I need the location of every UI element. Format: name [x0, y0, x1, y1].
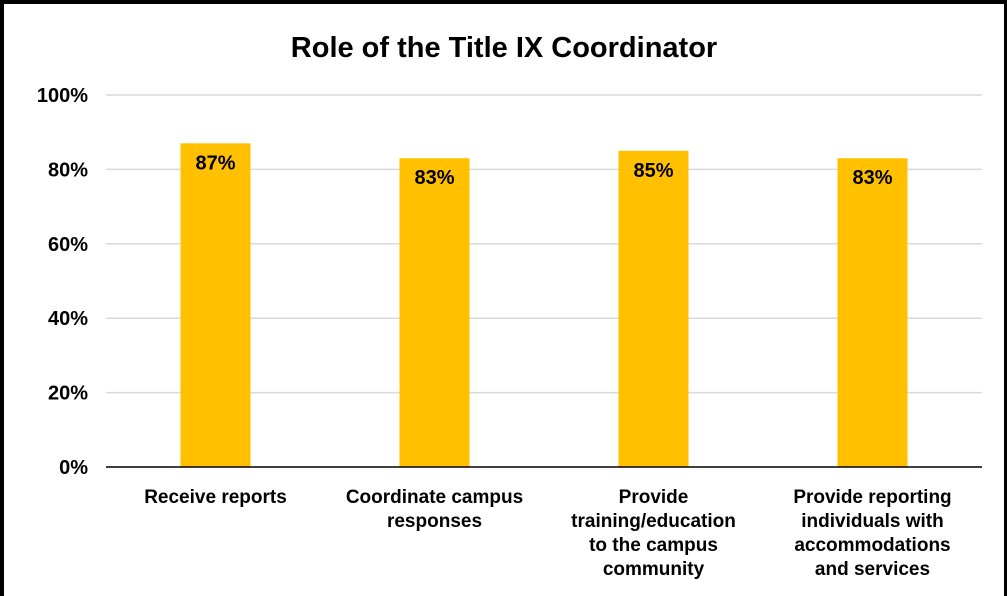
y-tick-label: 80% [48, 159, 88, 181]
x-category-label: Provide reporting [793, 487, 951, 508]
x-category-label: individuals with [801, 511, 944, 532]
x-category-label: Coordinate campus [346, 487, 523, 508]
x-category-label: accommodations [794, 535, 950, 556]
bar-chart: 0% 20% 40% 60% 80% 100% 87% Receive reports 83% C… [37, 85, 982, 580]
bar [618, 150, 689, 468]
bar [180, 143, 251, 468]
x-category-label: to the campus [589, 535, 718, 556]
data-label: 87% [195, 152, 235, 174]
data-label: 83% [852, 167, 892, 189]
data-label: 83% [414, 167, 454, 189]
chart-title: Role of the Title IX Coordinator [290, 32, 718, 64]
y-tick-label: 60% [48, 234, 88, 256]
gridlines [106, 94, 982, 394]
labels: 0% 20% 40% 60% 80% 100% 87% Receive reports 83% C… [37, 85, 952, 580]
x-category-label: Provide [619, 487, 689, 508]
y-tick-label: 40% [48, 308, 88, 330]
x-category-label: responses [387, 511, 482, 532]
y-tick-label: 20% [48, 383, 88, 405]
x-category-label: and services [815, 559, 930, 580]
y-tick-label: 100% [37, 85, 88, 107]
y-tick-label: 0% [59, 457, 88, 479]
data-label: 85% [633, 160, 673, 182]
x-category-label: training/education [571, 511, 736, 532]
x-category-label: community [603, 559, 705, 580]
bar [399, 158, 470, 468]
x-category-label: Receive reports [144, 487, 287, 508]
bars [180, 143, 908, 468]
bar [837, 158, 908, 468]
